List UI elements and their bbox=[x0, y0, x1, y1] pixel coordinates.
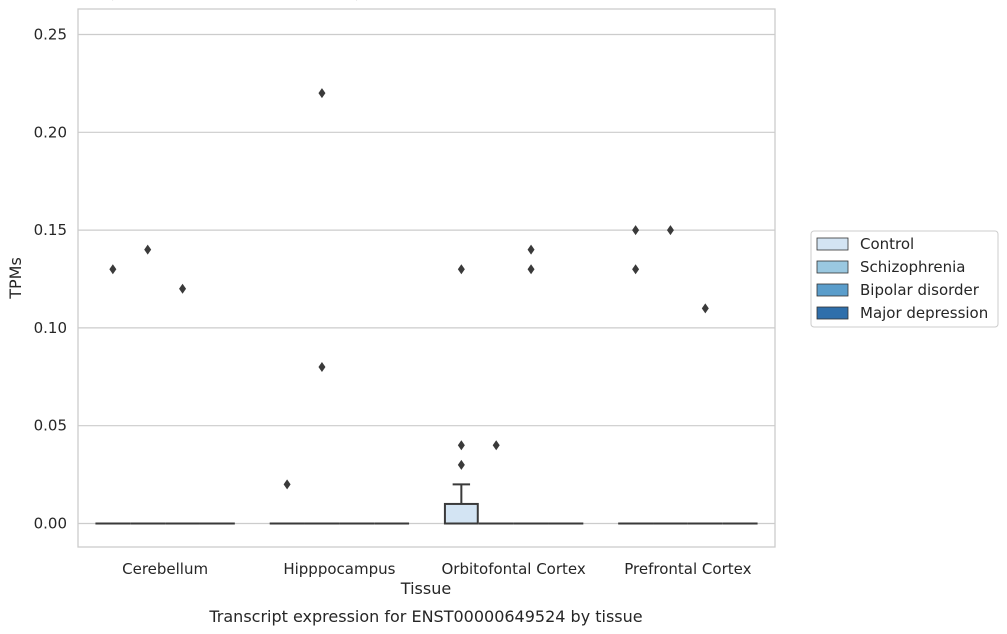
legend-label: Major depression bbox=[860, 304, 988, 322]
x-tick-label: Prefrontal Cortex bbox=[624, 560, 751, 578]
y-tick-labels: 0.00 0.05 0.10 0.15 0.20 0.25 bbox=[34, 26, 67, 533]
y-tick-label: 0.05 bbox=[34, 417, 67, 435]
legend-swatch bbox=[816, 260, 849, 274]
box-bipolar-disorder bbox=[687, 303, 723, 525]
outlier-point bbox=[701, 303, 709, 314]
legend-label: Bipolar disorder bbox=[860, 281, 980, 299]
x-axis-title: Tissue bbox=[400, 579, 451, 598]
box-bipolar-disorder bbox=[339, 0, 375, 525]
box-body bbox=[443, 502, 479, 525]
legend-swatch bbox=[816, 237, 849, 251]
box-control bbox=[618, 225, 654, 525]
outlier-point bbox=[179, 283, 187, 294]
y-tick-label: 0.00 bbox=[34, 515, 67, 533]
box-schizophrenia bbox=[130, 244, 166, 525]
plot-frame bbox=[77, 8, 776, 548]
y-axis-title: TPMs bbox=[6, 257, 25, 300]
y-tick-label: 0.10 bbox=[34, 319, 67, 337]
legend-swatch bbox=[816, 283, 849, 297]
outlier-point bbox=[144, 244, 152, 255]
chart-caption: Transcript expression for ENST0000064952… bbox=[208, 607, 642, 626]
legend-frame bbox=[810, 230, 999, 328]
outlier-point bbox=[457, 440, 465, 451]
box-schizophrenia bbox=[478, 440, 514, 525]
x-tick-label: Hipppocampus bbox=[283, 560, 395, 578]
legend-label: Control bbox=[860, 235, 914, 253]
x-tick-label: Orbitofontal Cortex bbox=[442, 560, 586, 578]
box-schizophrenia bbox=[304, 88, 340, 525]
y-tick-label: 0.25 bbox=[34, 26, 67, 44]
box-control bbox=[269, 479, 305, 525]
outlier-point bbox=[666, 225, 674, 236]
outlier-point bbox=[318, 88, 326, 99]
box-control bbox=[95, 0, 131, 525]
legend-swatch bbox=[816, 306, 849, 320]
plot-marks bbox=[95, 0, 758, 525]
outlier-point bbox=[457, 459, 465, 470]
y-tick-label: 0.20 bbox=[34, 123, 67, 141]
outlier-point bbox=[527, 264, 535, 275]
outlier-point bbox=[632, 264, 640, 275]
grid-lines bbox=[78, 33, 775, 525]
box-bipolar-disorder bbox=[165, 283, 200, 525]
legend: Control Schizophrenia Bipolar disorder Majo… bbox=[810, 230, 999, 328]
legend-label: Schizophrenia bbox=[860, 258, 965, 276]
x-tick-labels: Cerebellum Hipppocampus Orbitofontal Corte… bbox=[122, 560, 751, 578]
box-schizophrenia bbox=[653, 225, 688, 525]
y-tick-label: 0.15 bbox=[34, 221, 67, 239]
box-bipolar-disorder bbox=[513, 244, 549, 525]
outlier-point bbox=[527, 244, 535, 255]
x-tick-label: Cerebellum bbox=[122, 560, 208, 578]
outlier-point bbox=[283, 479, 291, 490]
outlier-point bbox=[457, 264, 465, 275]
box-control bbox=[443, 264, 479, 525]
outlier-point bbox=[318, 362, 326, 373]
outlier-point bbox=[109, 264, 117, 275]
outlier-point bbox=[632, 225, 640, 236]
outlier-point bbox=[492, 440, 500, 451]
